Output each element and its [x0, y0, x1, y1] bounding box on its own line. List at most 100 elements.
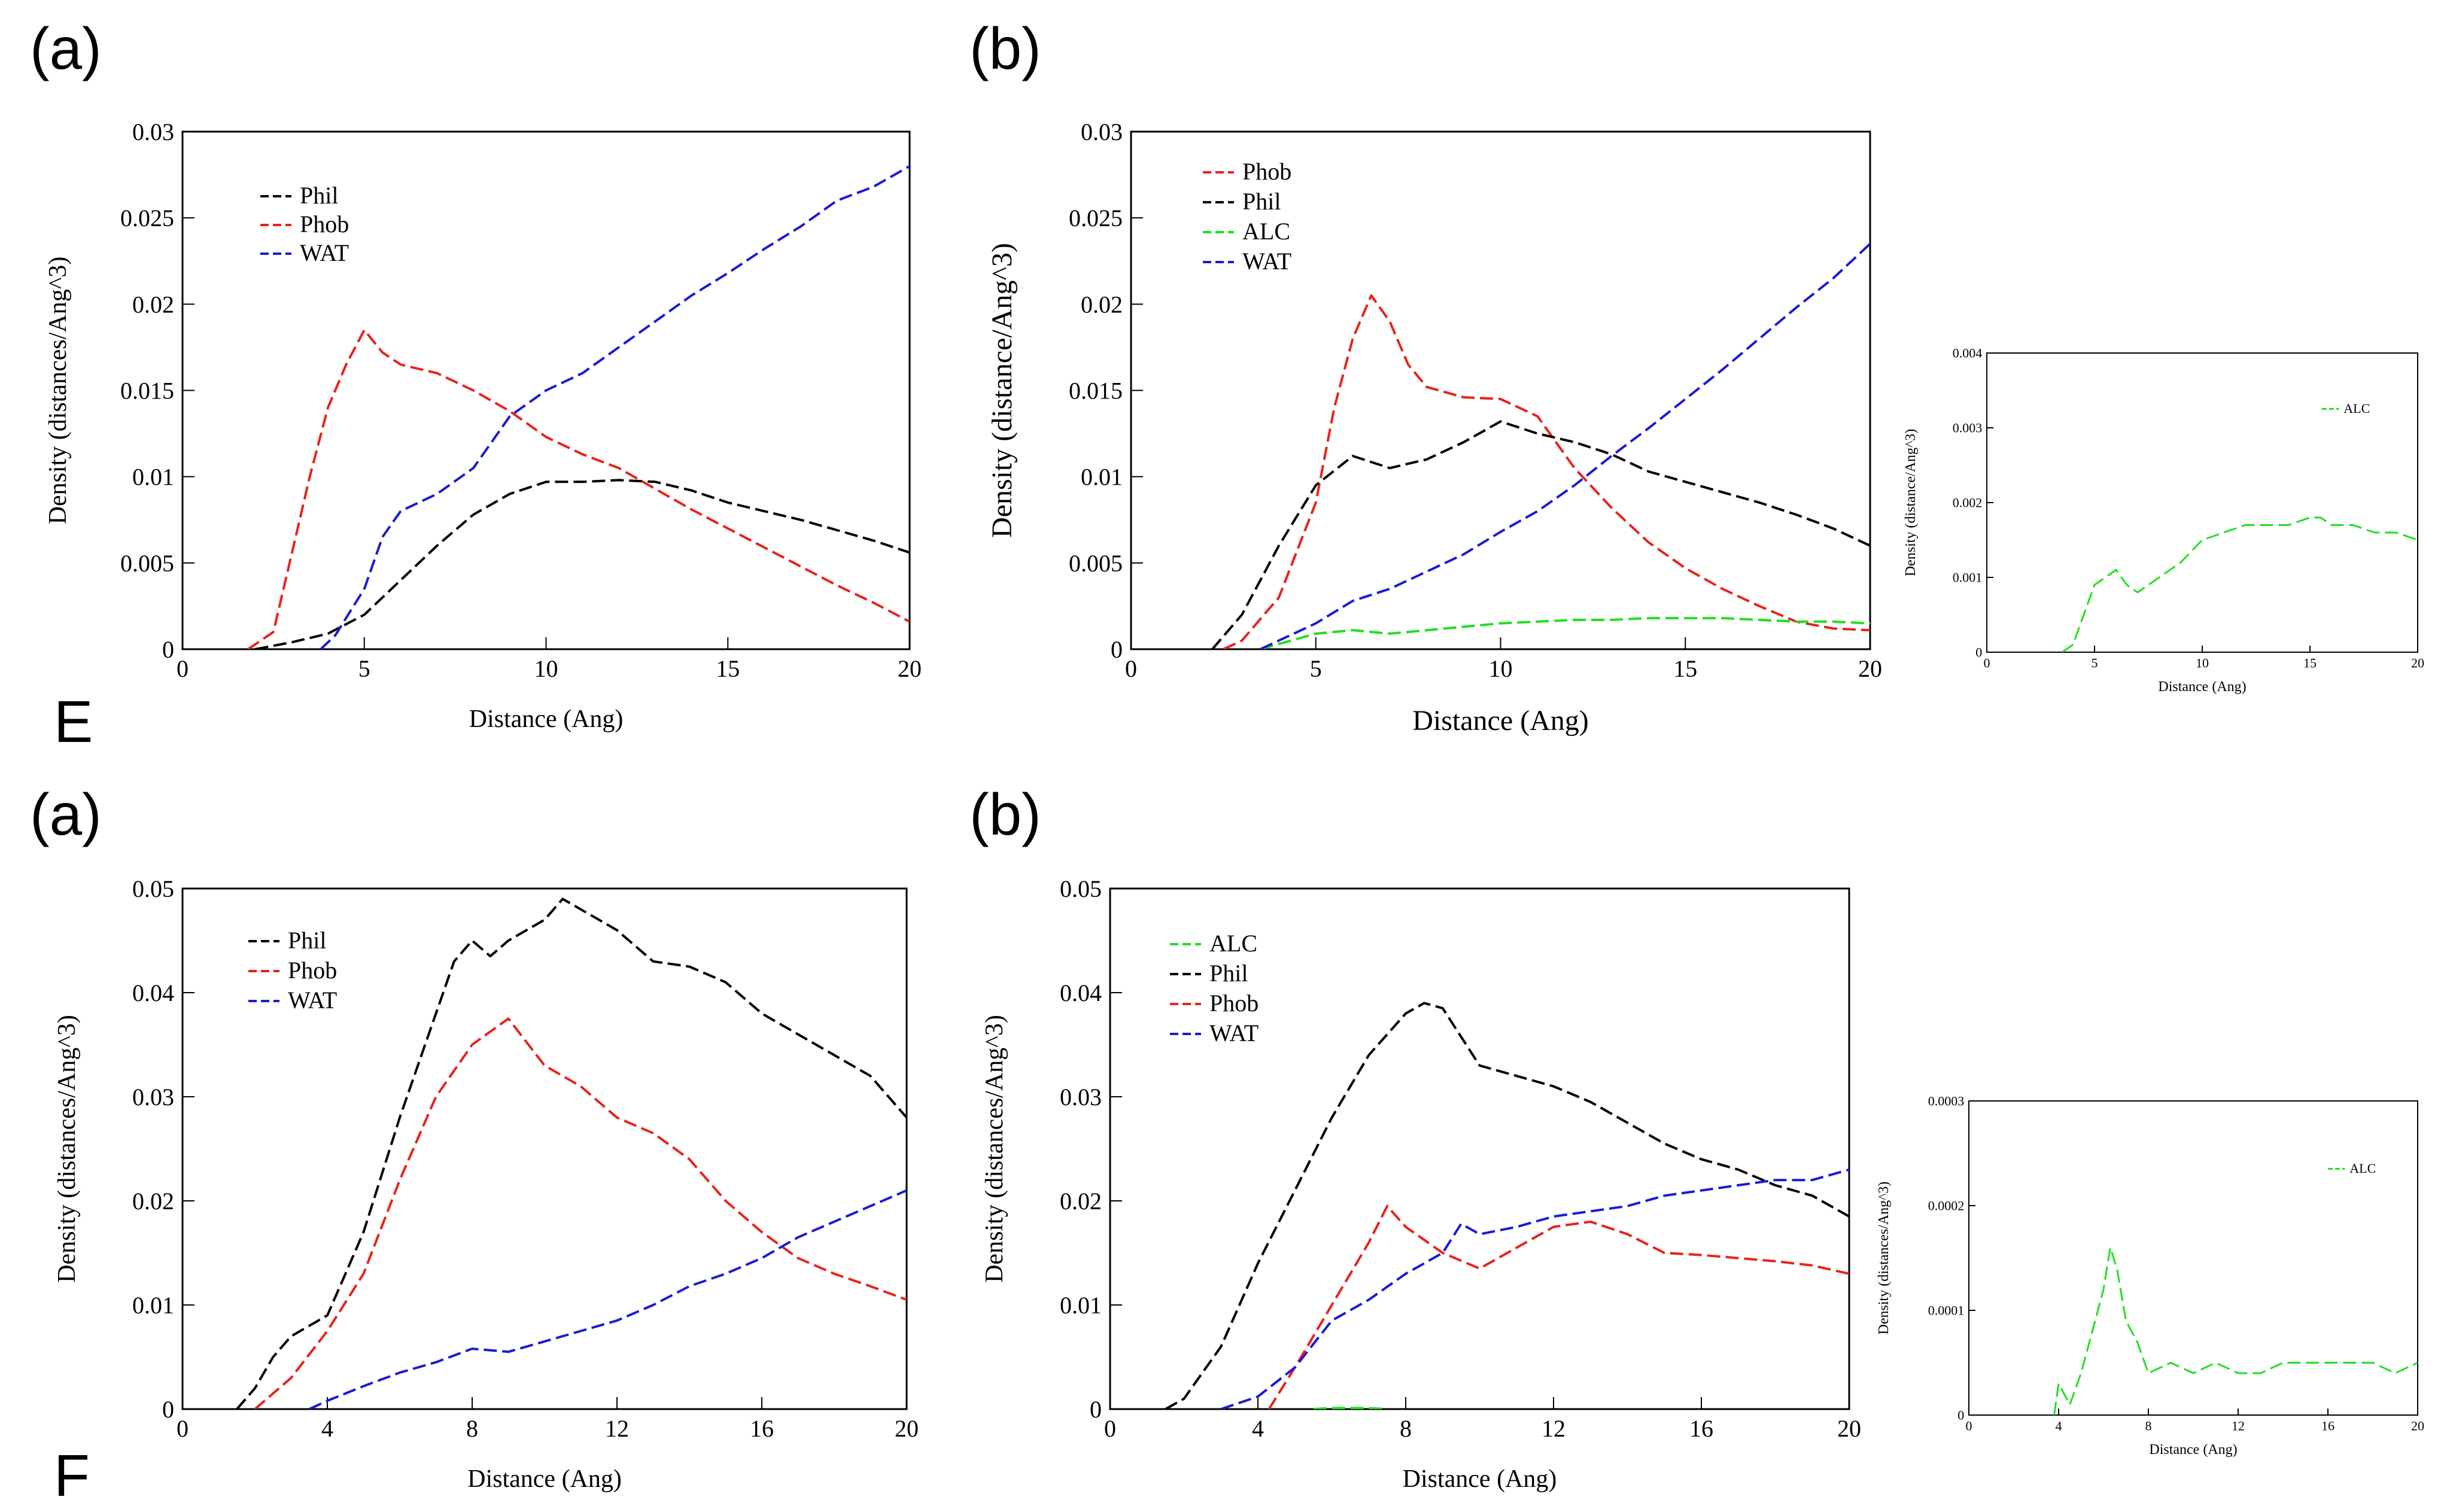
y-tick-label: 0.03	[132, 118, 174, 145]
y-tick-label: 0.0001	[1928, 1303, 1965, 1318]
y-tick-label: 0.04	[132, 979, 174, 1006]
y-tick-label: 0.015	[120, 378, 174, 404]
x-axis-title: Distance (Ang)	[1412, 705, 1589, 737]
y-tick-label: 0.025	[120, 205, 174, 232]
panel-label-f-a: (a)	[30, 781, 102, 847]
x-tick-label: 16	[750, 1415, 774, 1442]
series-line-phob	[247, 328, 910, 649]
x-tick-label: 4	[1252, 1415, 1264, 1442]
y-axis-title: Density (distances/Ang^3)	[1876, 1182, 1892, 1335]
chart-e-b: 0 5 10 15 20 0 0.005 0.01 0.015 0.02 0.025 0.03 Dist…	[986, 118, 1882, 737]
x-tick-label: 8	[466, 1415, 478, 1442]
y-tick-label: 0.02	[1060, 1188, 1102, 1215]
y-tick-label: 0.01	[132, 464, 174, 491]
legend-label-phob: Phob	[288, 957, 337, 984]
series-group	[247, 165, 910, 649]
legend-label-phob: Phob	[300, 211, 349, 238]
legend-label-alc: ALC	[1209, 930, 1257, 957]
y-tick-label: 0.04	[1060, 979, 1102, 1006]
x-axis-title: Distance (Ang)	[2149, 1442, 2237, 1458]
x-tick-label: 10	[2196, 655, 2209, 670]
series-line-alc	[1260, 617, 1870, 649]
legend-label-phil: Phil	[288, 927, 326, 954]
legend: Phil Phob WAT	[248, 927, 337, 1014]
y-tick-label: 0.01	[1081, 464, 1123, 491]
y-tick-label: 0	[162, 636, 174, 663]
x-tick-label: 0	[1125, 655, 1137, 682]
x-tick-label: 4	[321, 1415, 333, 1442]
y-tick-label: 0.02	[132, 1188, 174, 1215]
series-line-wat	[1220, 1168, 1849, 1409]
figure-tag-f: F	[54, 1443, 90, 1508]
x-tick-label: 0	[177, 1415, 189, 1442]
x-tick-label: 12	[2232, 1418, 2245, 1433]
charts-container: 0 5 10 15 2000.0050.010.0150.020.0250.03Dist…	[44, 118, 2424, 1493]
y-tick-label: 0	[162, 1396, 174, 1423]
series-group	[1211, 242, 1870, 649]
chart-f-b: 0 4 8 12 16 20 0 0.01 0.02 0.03 0.04 0.05 Distance (…	[981, 875, 1861, 1493]
x-tick-label: 16	[1689, 1415, 1713, 1442]
y-axis-title: Density (distances/Ang^3)	[44, 257, 72, 525]
y-axis-title: Density (distance/Ang^3)	[1903, 429, 1919, 577]
x-tick-label: 20	[895, 1415, 919, 1442]
x-tick-label: 16	[2321, 1418, 2334, 1433]
legend-label-wat: WAT	[1209, 1020, 1259, 1046]
panel-label-f-b: (b)	[969, 781, 1041, 847]
x-tick-label: 20	[898, 655, 922, 682]
chart-e-inset: 0 5 10 15 20 0 0.001 0.002 0.003 0.004 Distance (A…	[1903, 346, 2424, 695]
y-tick-label: 0.01	[1060, 1292, 1102, 1319]
y-tick-label: 0.05	[132, 875, 174, 902]
series-line-wat	[308, 1189, 907, 1409]
y-tick-label: 0	[1090, 1396, 1102, 1423]
legend: ALC Phil Phob WAT	[1170, 930, 1259, 1046]
y-tick-label: 0.05	[1060, 875, 1102, 902]
panel-label-e-b: (b)	[969, 16, 1041, 81]
x-tick-label: 20	[2411, 655, 2424, 670]
y-tick-label: 0.0002	[1928, 1198, 1965, 1213]
series-line-alc	[2053, 1246, 2418, 1415]
chart-e-a: 0 5 10 15 20 0 0.005 0.01 0.015 0.02 0.025 0.03 Dist…	[44, 118, 922, 733]
series-line-wat	[320, 165, 910, 649]
y-tick-label: 0.02	[1081, 291, 1123, 318]
x-axis-title: Distance (Ang)	[2158, 679, 2246, 695]
x-tick-label: 20	[1837, 1415, 1861, 1442]
series-line-phil	[1165, 1002, 1849, 1409]
series-line-wat	[1260, 242, 1870, 649]
x-tick-label: 20	[1858, 655, 1882, 682]
x-tick-label: 10	[534, 655, 558, 682]
x-tick-label: 5	[358, 655, 370, 682]
y-tick-label: 0.001	[1953, 570, 1983, 585]
panel-label-e-a: (a)	[30, 16, 102, 81]
x-tick-label: 12	[1542, 1415, 1566, 1442]
x-tick-label: 5	[2092, 655, 2098, 670]
y-axis-title: Density (distances/Ang^3)	[981, 1015, 1008, 1283]
figure-tag-e: E	[54, 689, 93, 755]
x-axis-title: Distance (Ang)	[1403, 1465, 1557, 1493]
legend: Phob Phil ALC WAT	[1203, 158, 1291, 275]
series-group	[2062, 516, 2418, 652]
plot-frame	[1968, 1100, 2418, 1416]
y-tick-label: 0.0003	[1928, 1094, 1965, 1109]
x-tick-label: 15	[1673, 655, 1697, 682]
legend-label-alc: ALC	[2349, 1161, 2376, 1176]
y-tick-label: 0.03	[1081, 118, 1123, 145]
legend-label-phil: Phil	[1242, 188, 1281, 215]
series-group	[2053, 1246, 2418, 1415]
legend: ALC	[2328, 1161, 2376, 1176]
x-tick-label: 8	[1400, 1415, 1412, 1442]
legend-label-wat: WAT	[300, 239, 349, 266]
legend-label-phob: Phob	[1209, 990, 1259, 1017]
plot-frame	[1986, 352, 2418, 653]
series-line-phil	[236, 898, 907, 1409]
y-tick-label: 0.03	[132, 1084, 174, 1111]
y-tick-label: 0.015	[1069, 378, 1123, 404]
x-tick-label: 8	[2145, 1418, 2152, 1433]
legend-label-alc: ALC	[1242, 218, 1290, 245]
x-tick-label: 10	[1489, 655, 1513, 682]
x-axis-title: Distance (Ang)	[467, 1465, 622, 1493]
legend-label-wat: WAT	[288, 987, 337, 1014]
y-tick-label: 0	[1975, 645, 1982, 660]
y-tick-label: 0.003	[1953, 421, 1983, 436]
